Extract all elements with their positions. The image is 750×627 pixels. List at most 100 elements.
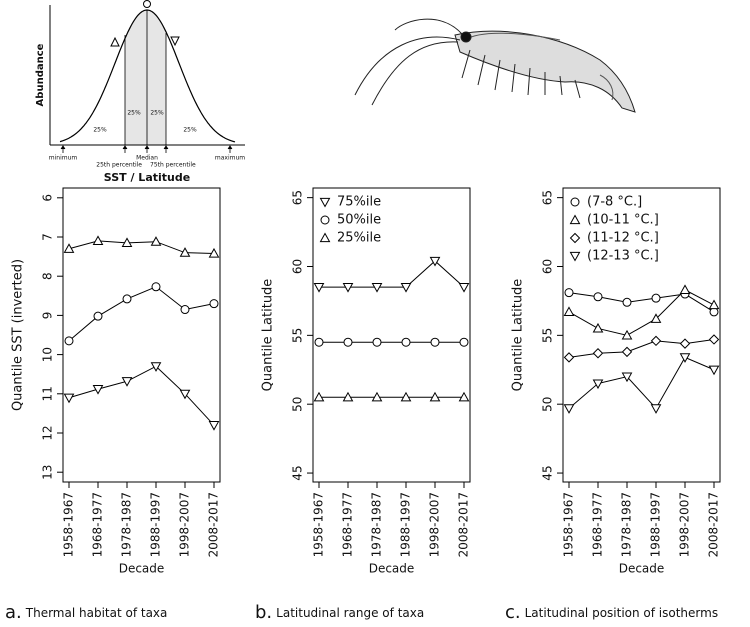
y-tick-label: 12 <box>41 425 55 440</box>
bell-curve <box>59 9 236 143</box>
y-tick-label: 60 <box>291 259 305 274</box>
marker <box>121 237 133 247</box>
legend-label: (7-8 °C.] <box>587 195 642 210</box>
y-tick-label: 6 <box>41 194 55 202</box>
marker <box>621 329 633 340</box>
marker <box>209 299 219 309</box>
legend-label: 75%ile <box>337 195 381 210</box>
marker <box>179 389 191 400</box>
y-tick-label: 65 <box>541 190 555 205</box>
marker <box>429 391 441 402</box>
x-axis-label: Decade <box>119 562 165 576</box>
y-axis-label: Quantile Latitude <box>511 279 526 392</box>
caption: b. Latitudinal range of taxa <box>255 602 424 623</box>
marker <box>564 288 574 298</box>
percentile-label: 75th percentile <box>150 162 196 169</box>
x-tick-label: 2008-2017 <box>707 492 721 557</box>
x-tick-label: 1978-1987 <box>120 492 134 557</box>
x-tick-label: 2008-2017 <box>457 492 471 557</box>
x-tick-label: 1958-1967 <box>562 492 576 557</box>
percent-label: 25% <box>183 127 197 134</box>
marker <box>121 377 133 387</box>
x-tick-label: 1998-2007 <box>678 492 692 557</box>
legend-marker <box>320 215 330 225</box>
x-tick-label: 1988-1997 <box>649 492 663 557</box>
caption-letter: b. <box>255 602 272 623</box>
series-line <box>568 289 715 336</box>
schematic-x-label: SST / Latitude <box>104 171 190 184</box>
marker <box>63 243 75 253</box>
caption-text: Latitudinal position of isotherms <box>525 606 718 620</box>
schematic-y-label: Abundance <box>35 43 46 106</box>
legend-label: (11-12 °C.] <box>587 231 659 246</box>
plot-frame <box>62 187 221 483</box>
legend-marker <box>319 232 331 243</box>
marker <box>371 391 383 402</box>
marker <box>208 421 220 431</box>
marker <box>150 362 162 372</box>
marker <box>621 372 633 383</box>
x-tick-label: 1968-1977 <box>591 492 605 557</box>
x-tick-label: 1978-1987 <box>370 492 384 557</box>
marker <box>180 305 190 315</box>
mark-label: minimum <box>49 155 78 162</box>
schematic: Abundance SST / Latitude 25% 25% 25% 25%… <box>35 0 245 184</box>
y-tick-label: 7 <box>41 233 55 241</box>
marker <box>151 282 161 292</box>
marker <box>313 391 325 402</box>
y-tick-label: 55 <box>291 328 305 343</box>
marker <box>372 337 382 347</box>
legend-label: 25%ile <box>337 231 381 246</box>
x-tick-label: 1998-2007 <box>428 492 442 557</box>
mark-label: Median <box>136 155 158 162</box>
marker <box>150 236 162 246</box>
marker <box>650 404 662 414</box>
marker <box>63 393 75 404</box>
marker <box>343 337 353 347</box>
series-line <box>568 292 715 313</box>
legend-marker <box>569 232 581 244</box>
percent-label: 25% <box>127 110 141 117</box>
series-line <box>568 338 715 358</box>
y-tick-label: 50 <box>291 397 305 412</box>
marker <box>400 391 412 402</box>
percent-label: 25% <box>93 127 107 134</box>
legend-marker <box>570 197 580 207</box>
caption-letter: c. <box>505 602 521 623</box>
y-tick-label: 10 <box>41 347 55 362</box>
marker <box>208 247 220 258</box>
y-tick-label: 45 <box>541 465 555 480</box>
legend-label: 50%ile <box>337 213 381 228</box>
marker <box>342 391 354 402</box>
marker <box>650 335 662 347</box>
marker <box>64 336 74 346</box>
x-tick-label: 1958-1967 <box>62 492 76 557</box>
y-tick-label: 55 <box>541 328 555 343</box>
marker <box>342 283 354 293</box>
marker <box>621 346 633 358</box>
y-axis-label: Quantile SST (inverted) <box>11 259 26 411</box>
legend-label: (12-13 °C.] <box>587 249 659 264</box>
y-tick-label: 11 <box>41 386 55 401</box>
marker <box>400 283 412 293</box>
marker <box>563 352 575 363</box>
y-tick-label: 60 <box>541 259 555 274</box>
series-line <box>68 365 215 426</box>
caption-text: Thermal habitat of taxa <box>25 606 168 620</box>
krill-illustration <box>354 18 636 113</box>
marker <box>314 337 324 347</box>
marker <box>593 292 603 302</box>
legend-marker <box>569 251 581 262</box>
x-tick-label: 1968-1977 <box>341 492 355 557</box>
marker <box>679 353 691 363</box>
mark-label: maximum <box>215 155 245 162</box>
marker <box>650 313 662 323</box>
marker <box>563 404 575 414</box>
percentile-label: 25th percentile <box>96 162 142 169</box>
x-tick-label: 1998-2007 <box>178 492 192 557</box>
median-symbol <box>143 0 151 8</box>
marker <box>92 384 104 395</box>
marker <box>708 299 720 310</box>
marker <box>313 283 325 293</box>
q75-symbol <box>170 36 180 47</box>
